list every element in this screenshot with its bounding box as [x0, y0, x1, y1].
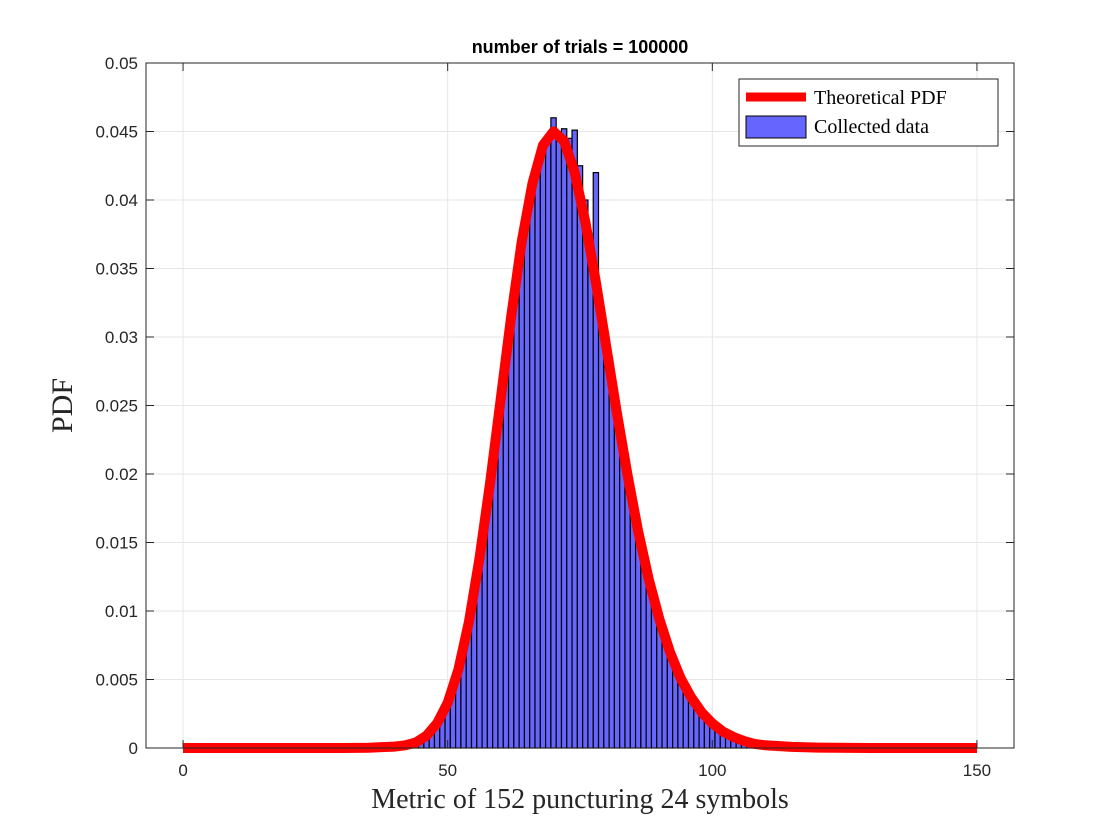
- histogram-bar: [560, 128, 568, 749]
- x-axis-label: Metric of 152 puncturing 24 symbols: [371, 784, 789, 815]
- collected-data-histogram: [391, 117, 769, 749]
- histogram-bar: [523, 210, 531, 749]
- histogram-bar: [518, 243, 526, 749]
- histogram-bar: [544, 136, 552, 749]
- y-tick-label: 0.02: [105, 465, 138, 484]
- x-tick-label: 150: [963, 761, 991, 780]
- y-tick-label: 0.03: [105, 328, 138, 347]
- histogram-bar: [529, 181, 536, 749]
- y-tick-label: 0.035: [95, 260, 138, 279]
- histogram-bar: [507, 314, 515, 749]
- histogram-bar: [571, 129, 578, 749]
- x-tick-label: 50: [438, 761, 457, 780]
- histogram-bar: [629, 503, 637, 749]
- y-tick-label: 0.04: [105, 191, 138, 210]
- histogram-bar: [582, 199, 589, 749]
- x-tick-label: 100: [698, 761, 726, 780]
- histogram-bar: [502, 356, 510, 749]
- histogram-bar: [566, 137, 573, 749]
- y-tick-label: 0: [129, 739, 138, 758]
- theoretical-pdf-curve: [183, 126, 977, 753]
- y-tick-label: 0.05: [105, 54, 138, 73]
- x-tick-labels: 0 50 100 150: [178, 761, 991, 780]
- legend-swatch-collected-data: [745, 115, 807, 139]
- histogram-bar: [619, 446, 626, 749]
- legend: Theoretical PDF Collected data: [738, 78, 999, 147]
- histogram-bar: [597, 311, 605, 749]
- y-tick-label: 0.045: [95, 123, 138, 142]
- y-tick-label: 0.005: [95, 671, 138, 690]
- histogram-bar: [613, 414, 621, 749]
- histogram-bar: [513, 277, 520, 749]
- histogram-bar: [608, 381, 616, 749]
- theoretical-pdf-line: [183, 126, 977, 753]
- histogram-bar: [603, 343, 610, 749]
- y-tick-label: 0.025: [95, 397, 138, 416]
- legend-label-theoretical-pdf: Theoretical PDF: [814, 87, 947, 109]
- y-tick-labels: 0 0.005 0.01 0.015 0.02 0.025 0.03 0.035 0.04 0.0…: [95, 54, 138, 758]
- legend-label-collected-data: Collected data: [814, 116, 929, 138]
- histogram-bar: [587, 240, 594, 749]
- histogram-bar: [576, 165, 584, 749]
- histogram-bar: [534, 162, 541, 749]
- chart-title: number of trials = 100000: [472, 37, 689, 57]
- y-axis-label: PDF: [46, 378, 79, 433]
- y-tick-label: 0.015: [95, 534, 138, 553]
- x-tick-label: 0: [178, 761, 187, 780]
- axis-ticks: [146, 62, 1014, 749]
- y-tick-label: 0.01: [105, 602, 138, 621]
- histogram-bar: [539, 144, 547, 749]
- histogram-bar: [624, 473, 631, 749]
- histogram-bar: [550, 117, 557, 749]
- histogram-bar: [555, 130, 563, 749]
